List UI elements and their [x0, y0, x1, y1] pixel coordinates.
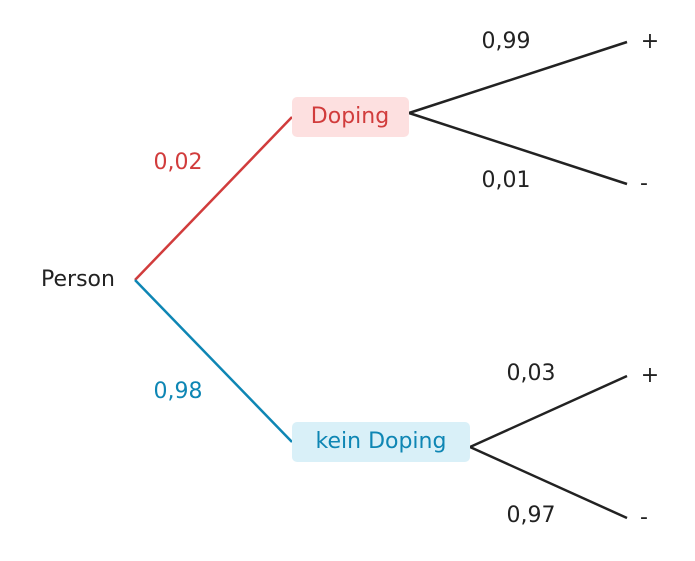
probability: 0,97: [507, 503, 556, 528]
probability: 0,03: [507, 361, 556, 386]
probability: 0,98: [154, 379, 203, 404]
leaf-label: -: [640, 505, 648, 530]
root-label: Person: [41, 267, 115, 292]
probability: 0,99: [482, 29, 531, 54]
edge: [134, 116, 293, 281]
node-box: [292, 97, 409, 137]
node-label: kein Doping: [316, 429, 447, 454]
probability: 0,02: [154, 150, 203, 175]
edge: [469, 445, 628, 520]
node-label: Doping: [311, 104, 389, 129]
edge: [408, 40, 628, 115]
edge: [134, 279, 293, 443]
probability: 0,01: [482, 168, 531, 193]
leaf-label: +: [641, 363, 659, 388]
node-box: [292, 422, 470, 462]
leaf-label: -: [640, 171, 648, 196]
edge: [408, 111, 628, 186]
edge: [469, 374, 628, 449]
leaf-label: +: [641, 29, 659, 54]
